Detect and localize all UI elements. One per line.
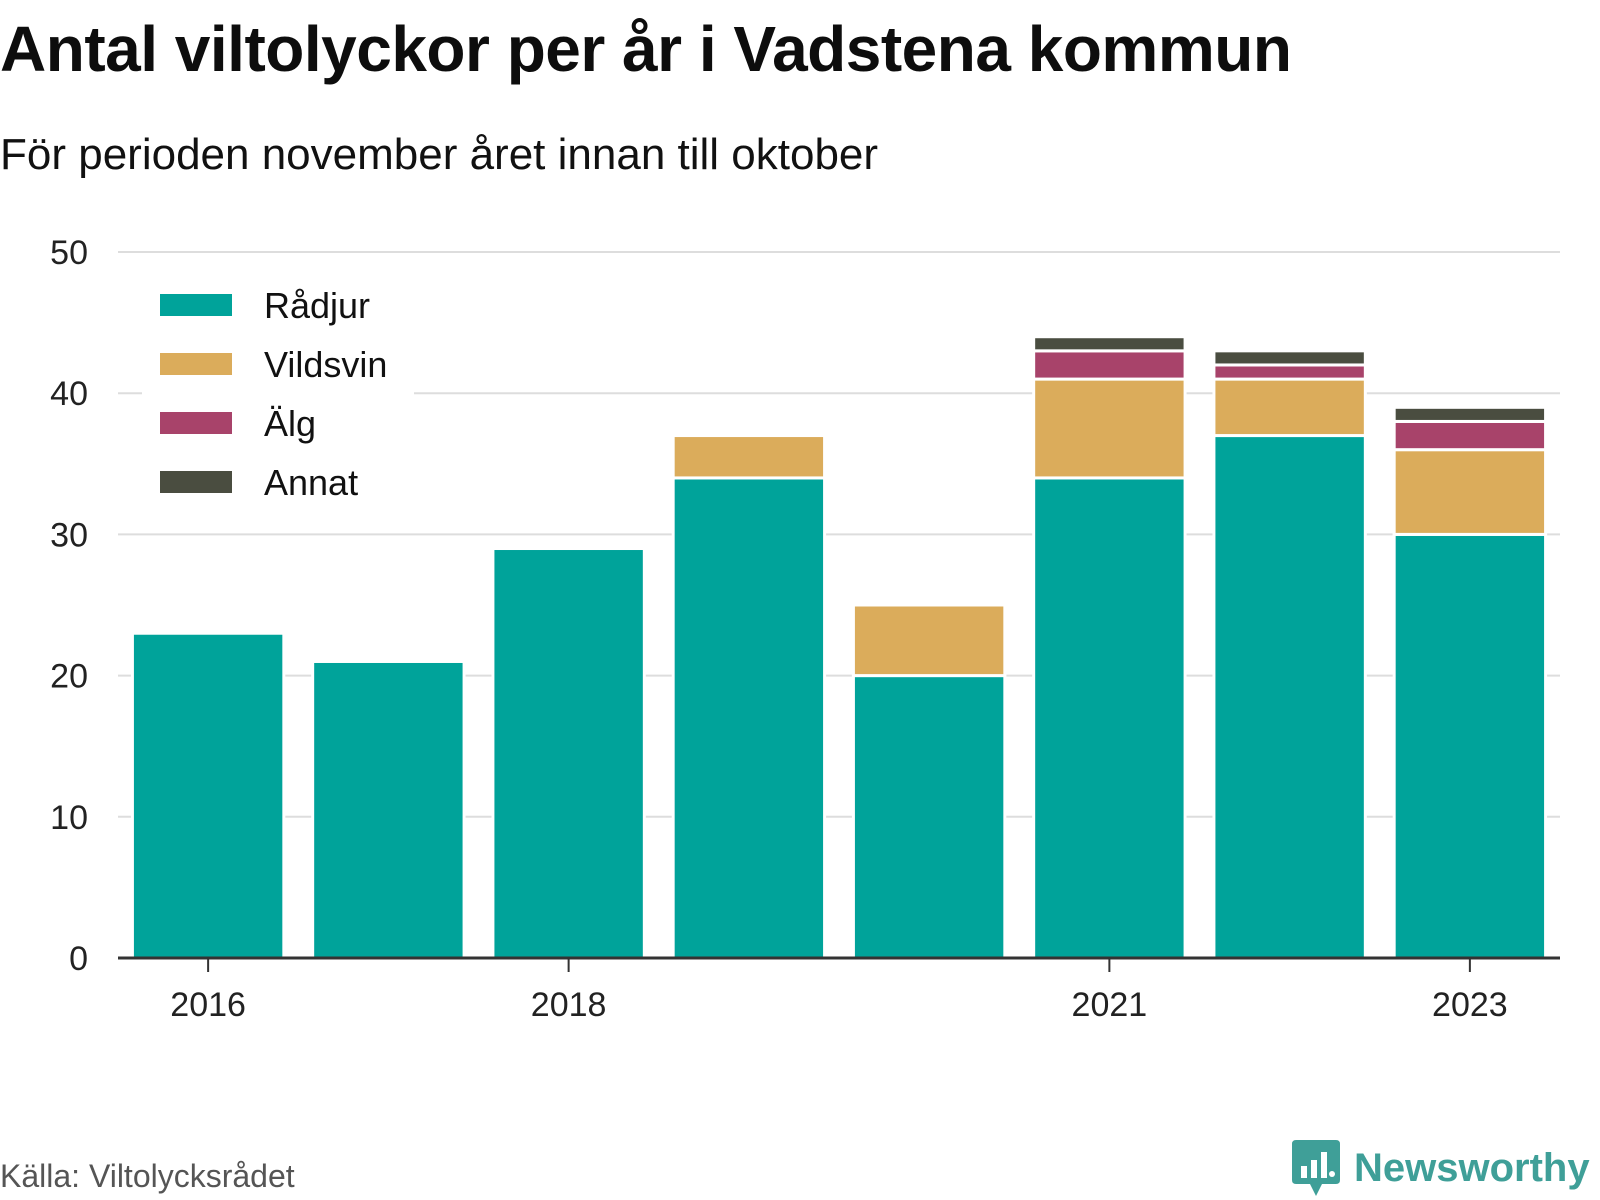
bar-segment-vildsvin-2020 xyxy=(851,603,1007,678)
chart-subtitle: För perioden november året innan till ok… xyxy=(0,130,879,179)
source-note: Källa: Viltolycksrådet xyxy=(0,1158,295,1194)
x-tick-label: 2021 xyxy=(1072,986,1148,1024)
bar-segment-vildsvin-2022 xyxy=(1212,377,1367,438)
x-tick-label: 2016 xyxy=(170,986,246,1024)
legend-label: Vildsvin xyxy=(264,344,387,385)
bar-segment-rådjur-2023 xyxy=(1392,532,1548,960)
bar-segment-rådjur-2018 xyxy=(491,547,646,960)
y-tick-label: 0 xyxy=(69,940,88,978)
legend: Rådjur Vildsvin Älg Annat xyxy=(142,266,414,514)
x-tick-label: 2023 xyxy=(1432,986,1508,1024)
legend-swatch-annat xyxy=(160,471,232,493)
bar-segment-annat-2023 xyxy=(1392,405,1548,423)
y-tick-label: 30 xyxy=(50,516,88,554)
bar-segment-vildsvin-2019 xyxy=(671,434,827,480)
x-tick-label: 2018 xyxy=(531,986,607,1024)
bar-segment-älg-2021 xyxy=(1032,349,1187,381)
bar-segment-älg-2023 xyxy=(1392,419,1548,452)
newsworthy-logo-icon xyxy=(1292,1140,1340,1196)
y-tick-label: 20 xyxy=(50,658,88,696)
bar-segment-älg-2022 xyxy=(1212,363,1367,381)
brand-logo: Newsworthy xyxy=(1292,1140,1590,1196)
bar-segment-rådjur-2020 xyxy=(851,674,1007,960)
legend-swatch-rådjur xyxy=(160,294,232,316)
bar-segment-annat-2022 xyxy=(1212,349,1367,367)
bar-segment-rådjur-2021 xyxy=(1032,476,1187,960)
bar-segment-rådjur-2022 xyxy=(1212,434,1367,960)
bar-segment-rådjur-2016 xyxy=(130,631,286,960)
bar-segment-vildsvin-2021 xyxy=(1032,377,1187,480)
legend-label: Älg xyxy=(264,403,316,444)
bar-segment-annat-2021 xyxy=(1032,335,1187,353)
y-tick-label: 50 xyxy=(50,234,88,272)
bar-segment-rådjur-2019 xyxy=(671,476,827,960)
bar-segment-vildsvin-2023 xyxy=(1392,448,1548,536)
bar-segment-rådjur-2017 xyxy=(311,659,466,960)
legend-swatch-älg xyxy=(160,412,232,434)
bars xyxy=(130,335,1548,960)
legend-label: Rådjur xyxy=(264,285,370,326)
legend-swatch-vildsvin xyxy=(160,353,232,375)
chart-title: Antal viltolyckor per år i Vadstena komm… xyxy=(0,13,1292,85)
axes: 0 10 20 30 40 50 2016 2018 2021 2023 xyxy=(50,234,1560,1024)
y-tick-label: 40 xyxy=(50,375,88,413)
brand-name: Newsworthy xyxy=(1354,1145,1590,1190)
y-tick-label: 10 xyxy=(50,799,88,837)
legend-label: Annat xyxy=(264,462,358,503)
